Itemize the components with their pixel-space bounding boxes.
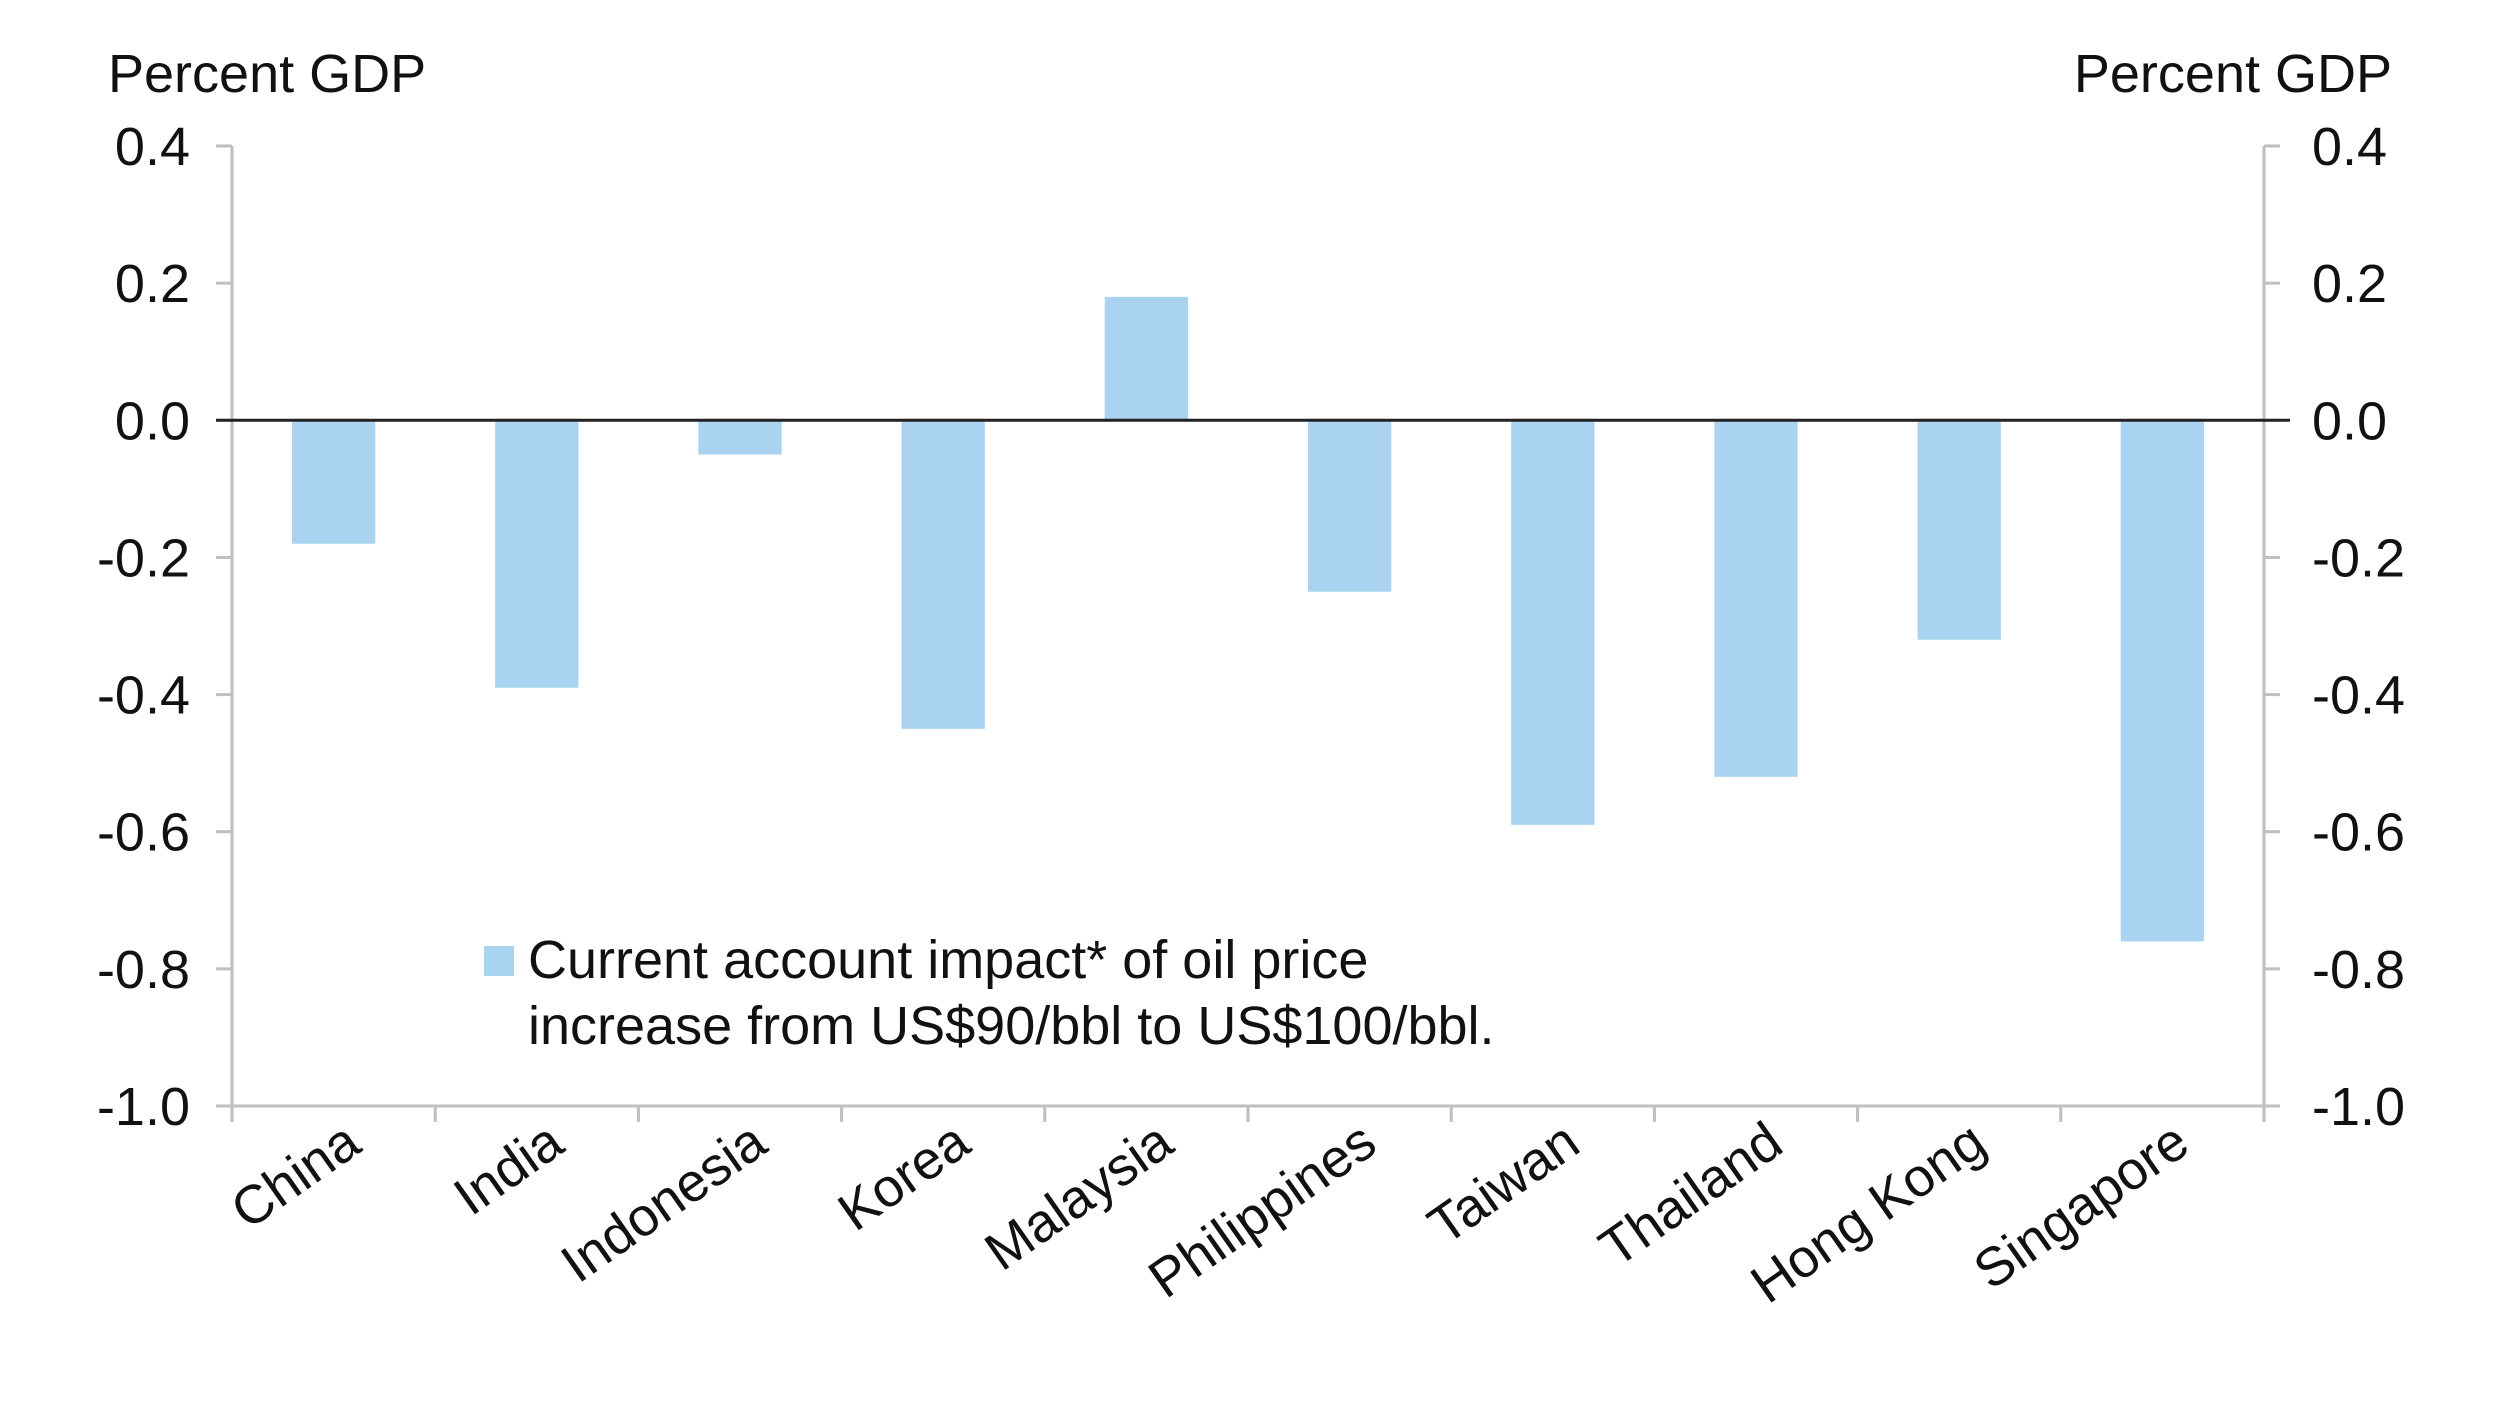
left-tick-label: 0.0 [115,391,190,451]
bar-philippines [1307,420,1392,592]
bar-china [291,420,376,544]
category-label: India [443,1110,574,1227]
category-label: Taiwan [1418,1111,1590,1257]
bar-malaysia [1104,296,1189,421]
right-tick-label: -0.2 [2312,528,2405,588]
right-tick-label: -0.4 [2312,666,2405,726]
left-tick-label: -0.2 [97,528,190,588]
bar-indonesia [698,420,782,455]
axes [230,146,2266,1122]
left-tick-label: 0.4 [115,117,190,177]
bar-korea [901,420,985,729]
left-tick-label: -0.6 [97,803,190,863]
legend: Current account impact* of oil price inc… [484,930,1495,1056]
bar-singapore [2120,420,2205,942]
right-tick-label: -0.6 [2312,803,2405,863]
left-axis-ticks: 0.4 0.2 0.0 -0.2 -0.4 -0.6 -0.8 -1.0 [97,117,232,1137]
left-tick-label: -0.4 [97,666,190,726]
category-label: Indonesia [551,1110,778,1294]
category-label: China [220,1110,371,1241]
left-axis-unit-label: Percent GDP [108,44,426,104]
right-tick-label: 0.0 [2312,391,2387,451]
category-label: Korea [828,1110,981,1242]
category-label: Singapore [1963,1111,2199,1301]
left-tick-label: 0.2 [115,254,190,314]
bar-thailand [1714,420,1798,777]
category-label: Philippines [1138,1111,1386,1310]
bar-india [495,420,579,688]
right-axis-ticks: 0.4 0.2 0.0 -0.2 -0.4 -0.6 -0.8 -1.0 [2264,117,2405,1137]
bar-taiwan [1511,420,1595,825]
right-tick-label: 0.4 [2312,117,2387,177]
right-tick-label: -1.0 [2312,1077,2405,1137]
left-tick-label: -1.0 [97,1077,190,1137]
right-axis-unit-label: Percent GDP [2074,44,2392,104]
legend-label-line1: Current account impact* of oil price [528,930,1368,990]
bar-hong-kong [1917,420,2001,640]
bars [291,296,2205,942]
legend-label-line2: increase from US$90/bbl to US$100/bbl. [528,996,1495,1056]
right-tick-label: 0.2 [2312,254,2387,314]
legend-swatch [484,946,514,976]
right-tick-label: -0.8 [2312,940,2405,1000]
left-tick-label: -0.8 [97,940,190,1000]
